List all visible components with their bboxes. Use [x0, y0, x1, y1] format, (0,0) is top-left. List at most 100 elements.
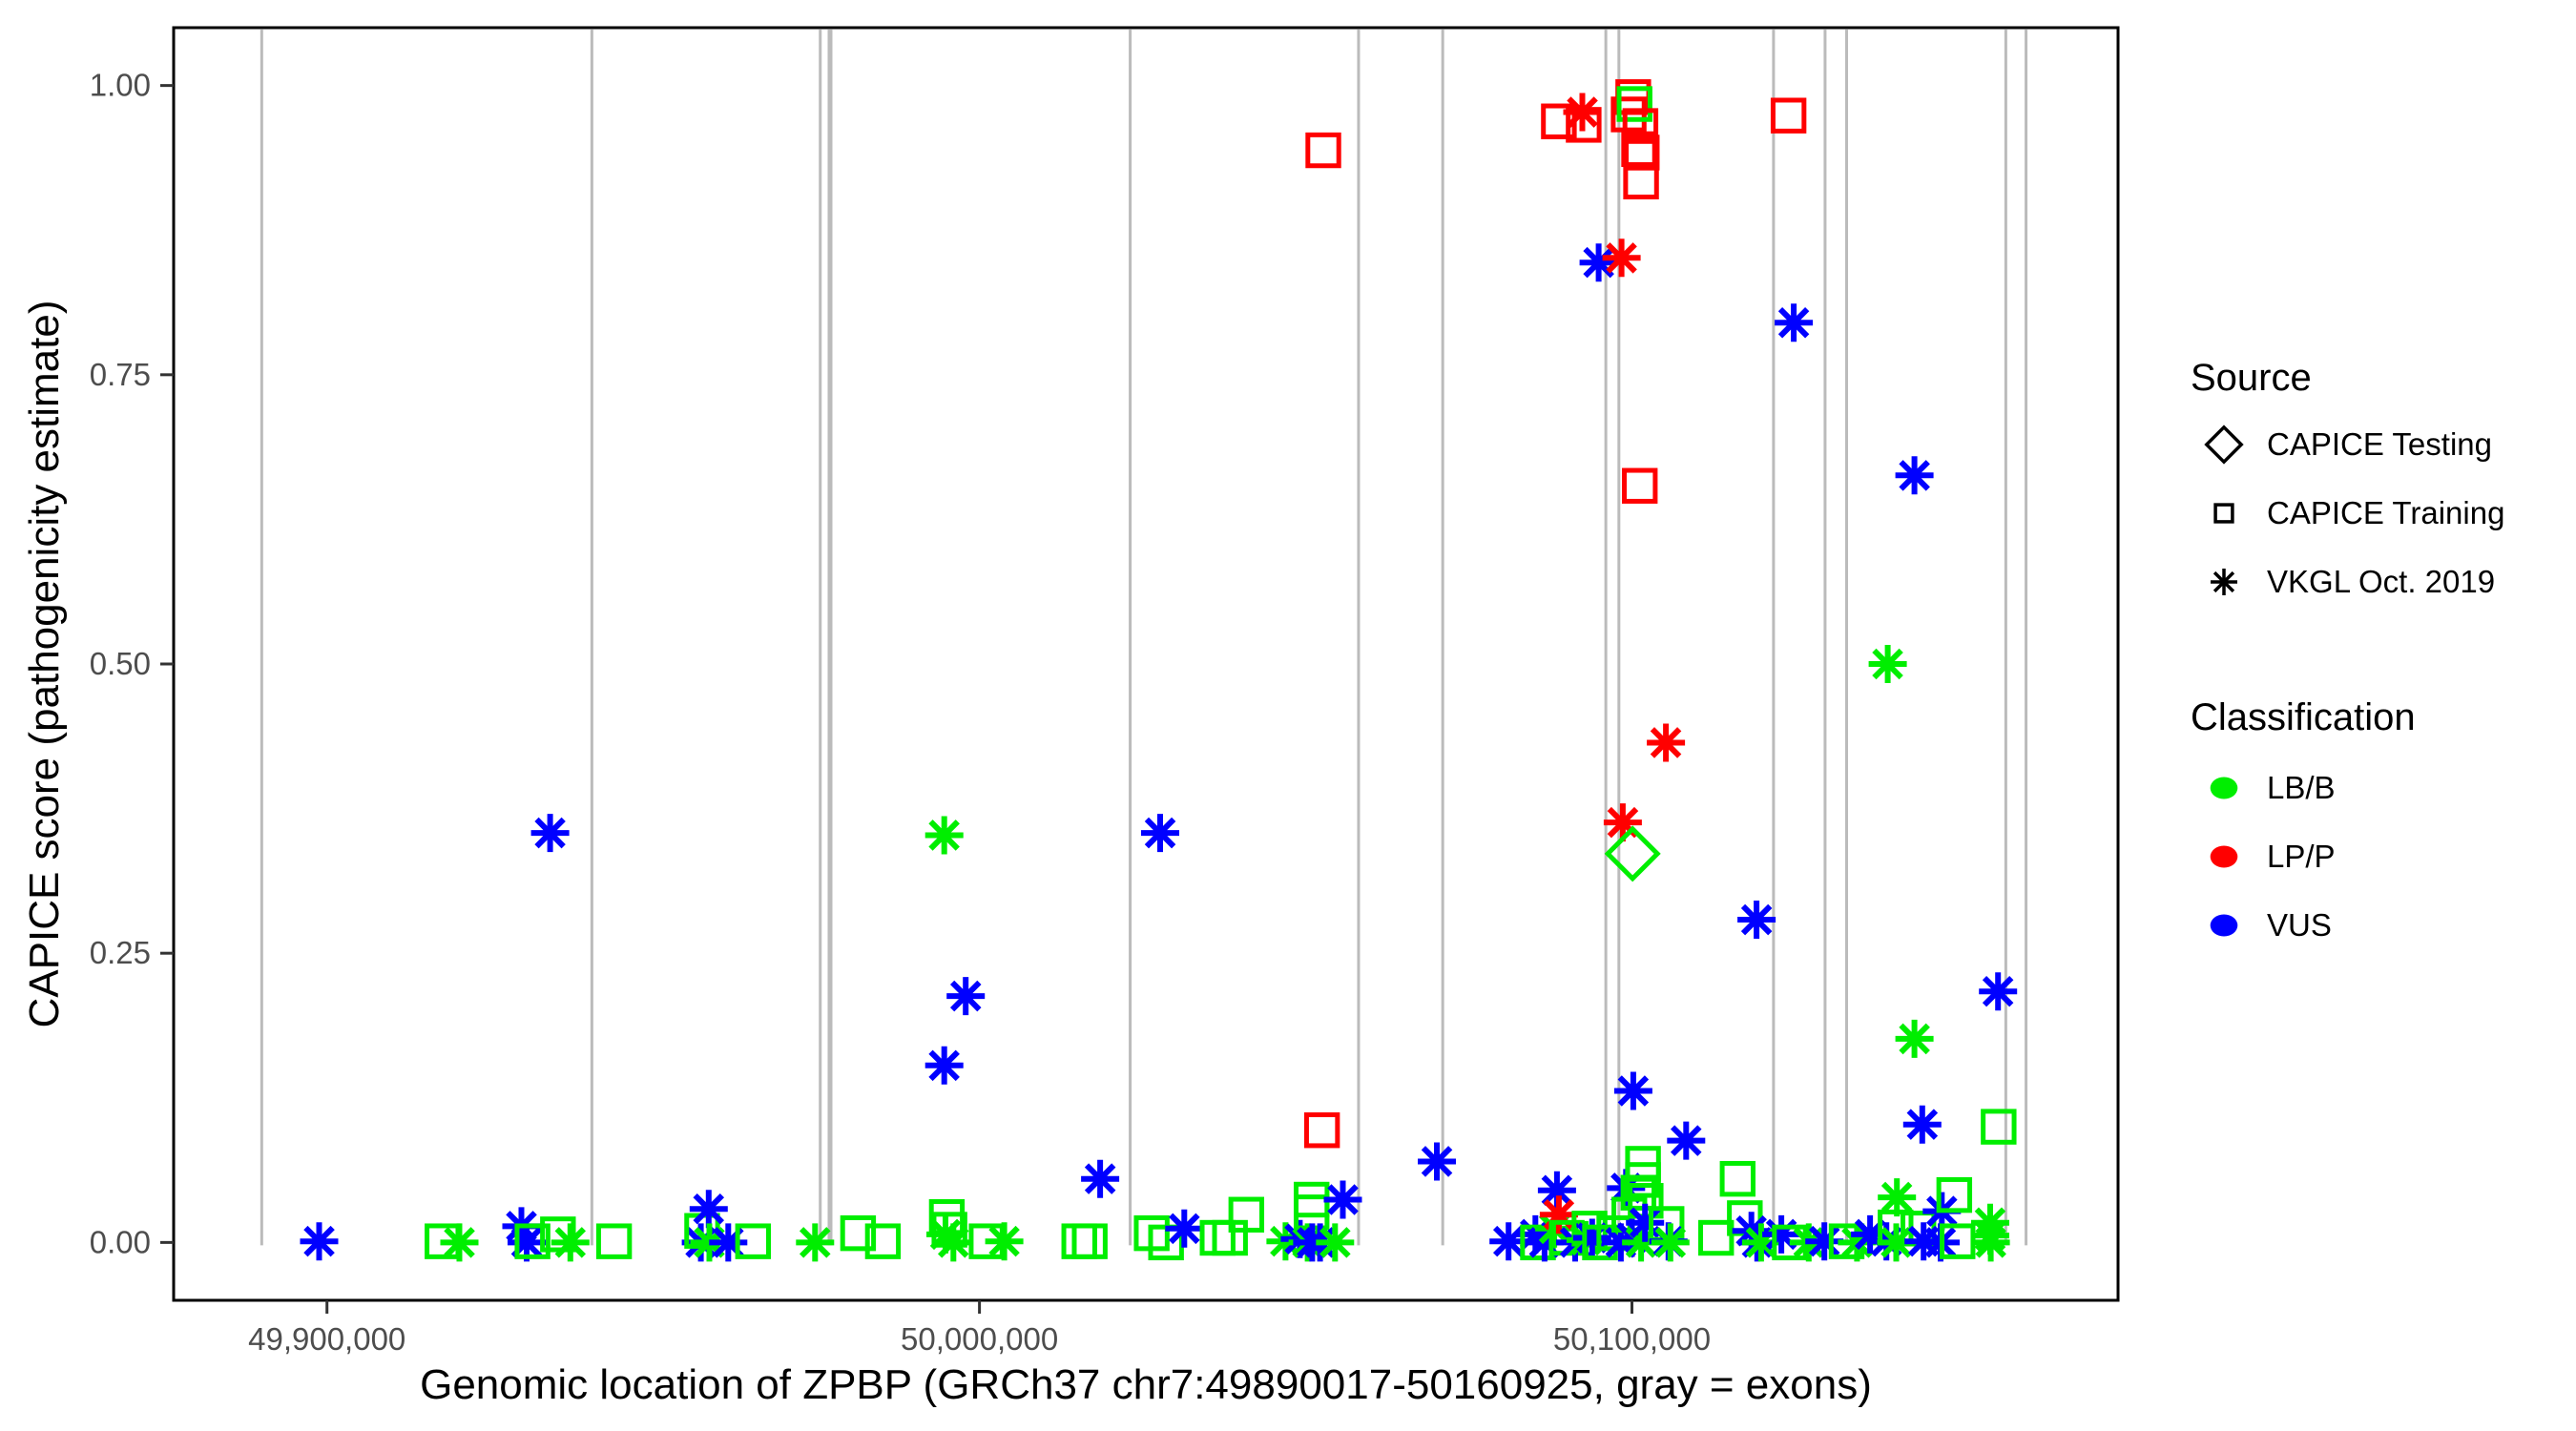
legend-item-label: CAPICE Testing [2267, 426, 2492, 462]
legend-item: CAPICE Testing [2202, 424, 2492, 466]
legend-item: CAPICE Training [2202, 492, 2504, 534]
legend-key-icon [2204, 425, 2244, 465]
data-point-square [1303, 1112, 1340, 1149]
data-point-square [1071, 1223, 1108, 1259]
data-point-asterisk [1647, 723, 1686, 762]
y-tick-label: 0.75 [90, 357, 151, 392]
data-point-asterisk [1323, 1180, 1362, 1219]
data-point-asterisk [924, 816, 964, 855]
legend-classification-title: Classification [2191, 696, 2416, 738]
y-tick-label: 0.50 [90, 646, 151, 681]
data-point-asterisk [1602, 238, 1641, 278]
data-point-square [1625, 1162, 1661, 1198]
legend-item-label: VKGL Oct. 2019 [2267, 564, 2496, 599]
data-point-asterisk [1895, 1019, 1934, 1058]
data-point-square [514, 1223, 551, 1259]
data-point-asterisk [1626, 1203, 1665, 1242]
data-point-asterisk [1851, 1214, 1890, 1254]
data-point-asterisk [1971, 1223, 2010, 1262]
data-point-square [1305, 132, 1341, 169]
data-point-asterisk [1572, 1218, 1611, 1257]
x-tick-label: 50,100,000 [1553, 1321, 1711, 1357]
data-point-asterisk [1141, 814, 1179, 853]
data-point-asterisk [946, 977, 986, 1016]
data-point-asterisk [796, 1223, 835, 1262]
data-point-square [1719, 1160, 1755, 1197]
data-point-asterisk [1741, 1223, 1780, 1262]
legend-item-label: LB/B [2267, 770, 2336, 805]
data-point-asterisk [1537, 1171, 1576, 1210]
data-point-square [840, 1214, 877, 1252]
data-point-asterisk [1563, 93, 1602, 132]
legend-key-icon [2210, 914, 2238, 937]
data-point-asterisk [2211, 569, 2237, 595]
data-point-square [864, 1223, 902, 1259]
data-point-square [1698, 1219, 1735, 1256]
plot-panel [172, 26, 2120, 1302]
data-point-square [1936, 1176, 1973, 1213]
panel-border [172, 26, 2120, 1302]
data-point-dot [2210, 914, 2238, 937]
data-point-asterisk [551, 1223, 590, 1262]
data-point-asterisk [1667, 1121, 1706, 1160]
data-points [300, 79, 2018, 1262]
data-point-square [1770, 97, 1807, 134]
data-point-asterisk [530, 814, 570, 853]
data-point-asterisk [709, 1223, 748, 1262]
legend-key-icon [2213, 503, 2234, 524]
data-point-asterisk [1651, 1223, 1690, 1262]
data-point-asterisk [1877, 1223, 1916, 1262]
data-point-asterisk [1878, 1178, 1917, 1217]
data-point-asterisk [1902, 1105, 1942, 1144]
data-point-square [1622, 467, 1658, 504]
data-point-asterisk [934, 1223, 973, 1262]
data-point-asterisk [1418, 1142, 1456, 1181]
data-point-asterisk [1603, 803, 1642, 842]
legend-item: LP/P [2202, 836, 2336, 878]
data-point-asterisk [300, 1222, 339, 1261]
x-tick-label: 49,900,000 [248, 1321, 405, 1357]
data-point-asterisk [1838, 1223, 1877, 1262]
y-tick-label: 0.00 [90, 1224, 151, 1259]
data-point-asterisk [1280, 1219, 1319, 1258]
data-point-square [2213, 503, 2234, 524]
data-point-asterisk [1539, 1195, 1578, 1234]
legend-item-label: LP/P [2267, 839, 2336, 874]
data-point-asterisk [1165, 1209, 1204, 1248]
data-point-asterisk [1081, 1159, 1120, 1198]
axes: 0.00 0.25 0.50 0.75 1.00 49,900,000 50,000,000… [90, 68, 1711, 1357]
data-point-asterisk [1316, 1223, 1355, 1262]
y-axis-title: CAPICE score (pathogenicity estimate) [21, 301, 68, 1028]
legend-item: LB/B [2202, 767, 2336, 809]
data-point-asterisk [1601, 1223, 1640, 1262]
legend-item-label: VUS [2267, 907, 2332, 943]
data-point-square [1981, 1109, 2017, 1145]
data-point-asterisk [1775, 303, 1814, 342]
data-point-asterisk [1762, 1214, 1801, 1254]
data-point-square [1566, 107, 1602, 143]
legend-item-label: CAPICE Training [2267, 495, 2505, 530]
legend-key-icon [2211, 569, 2237, 595]
data-point-asterisk [1613, 1071, 1652, 1110]
data-point-asterisk [1979, 972, 2018, 1011]
data-point-square [1616, 86, 1652, 122]
exon-lines [260, 30, 2028, 1246]
data-point-square [1624, 135, 1660, 171]
data-point-asterisk [1535, 1209, 1574, 1248]
data-point-square [1622, 108, 1659, 144]
data-point-asterisk [1737, 901, 1776, 939]
legend-source-title: Source [2191, 357, 2312, 399]
data-point-asterisk [1868, 645, 1907, 683]
data-point-dot [2210, 845, 2238, 868]
data-point-asterisk [440, 1223, 479, 1262]
data-point-square [595, 1223, 633, 1259]
data-point-asterisk [1805, 1222, 1844, 1261]
y-tick-label: 1.00 [90, 68, 151, 103]
x-axis-title: Genomic location of ZPBP (GRCh37 chr7:49… [420, 1361, 1872, 1408]
data-point-asterisk [1895, 456, 1934, 495]
data-point-asterisk [508, 1223, 546, 1262]
data-point-asterisk [689, 1190, 728, 1229]
data-point-square [540, 1216, 576, 1253]
